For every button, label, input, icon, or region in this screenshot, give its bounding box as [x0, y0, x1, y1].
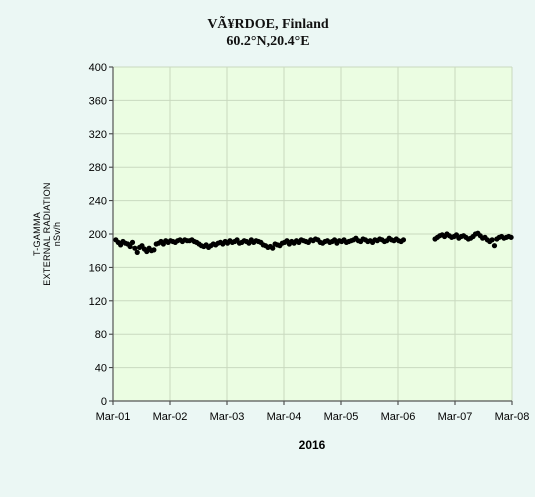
x-tick-label: Mar-05: [324, 411, 359, 423]
data-point: [508, 234, 514, 240]
y-tick-label: 240: [89, 196, 107, 208]
x-tick-label: Mar-08: [495, 411, 530, 423]
y-tick-label: 320: [89, 129, 107, 141]
y-tick-label: 400: [89, 62, 107, 74]
x-tick-label: Mar-01: [96, 411, 131, 423]
x-tick-label: Mar-04: [267, 411, 302, 423]
y-axis-label-line-2: EXTERNAL RADIATION: [42, 182, 52, 285]
data-point: [489, 237, 495, 243]
data-point: [151, 247, 157, 253]
data-point: [132, 245, 138, 251]
grid-layer: [112, 66, 513, 402]
x-tick-label: Mar-06: [381, 411, 416, 423]
data-point: [127, 243, 133, 250]
data-point: [134, 249, 140, 255]
y-tick-label: 40: [95, 363, 107, 375]
y-tick-label: 360: [89, 95, 107, 107]
y-tick-label: 160: [89, 262, 107, 274]
y-axis-label-line-3: nSv/h: [52, 222, 62, 247]
axis-layer: 0 40 80 120 160 200 240 280 320 360 400 Mar-01 Mar-0…: [89, 62, 530, 423]
y-axis-label-line-1: T-GAMMA: [32, 212, 42, 256]
y-tick-label: 120: [89, 296, 107, 308]
y-tick-label: 80: [95, 329, 107, 341]
y-tick-label: 0: [101, 396, 107, 408]
y-tick-label: 280: [89, 162, 107, 174]
data-point: [129, 239, 136, 245]
y-axis-label: T-GAMMA EXTERNAL RADIATION nSv/h: [32, 182, 62, 285]
data-point: [270, 245, 276, 251]
chart-subtitle: 60.2°N,20.4°E: [226, 34, 309, 49]
data-points: [113, 230, 514, 255]
x-tick-label: Mar-03: [210, 411, 245, 423]
data-point: [491, 243, 498, 249]
x-tick-label: Mar-07: [438, 411, 473, 423]
data-point: [400, 237, 407, 243]
y-tick-label: 200: [89, 229, 107, 241]
x-axis-label: 2016: [299, 438, 326, 452]
chart-title: VÃ¥RDOE, Finland: [207, 14, 329, 32]
x-tick-label: Mar-02: [153, 411, 188, 423]
